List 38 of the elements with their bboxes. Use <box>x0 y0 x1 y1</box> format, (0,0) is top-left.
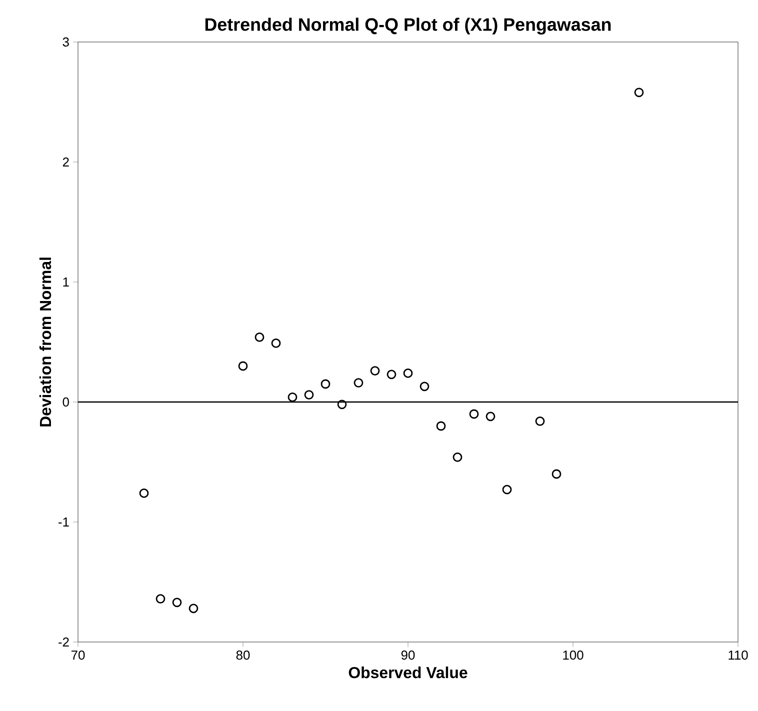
y-tick-label: 1 <box>63 278 69 286</box>
y-tick-label: 2 <box>62 157 69 167</box>
point <box>139 488 149 498</box>
x-axis-title: Observed Value <box>348 666 468 678</box>
y-tick-label: -1 <box>58 518 69 526</box>
x-tick-label: 80 <box>236 650 250 660</box>
point <box>535 416 545 426</box>
point <box>386 370 396 380</box>
point <box>172 598 182 608</box>
point <box>452 452 462 462</box>
y-tick-label: 3 <box>62 37 69 47</box>
point <box>469 409 479 419</box>
y-axis-title: Deviation from Normal <box>39 258 52 426</box>
x-tick-label: 100 <box>563 650 584 660</box>
point <box>403 368 413 378</box>
x-tick-label: 110 <box>728 650 748 660</box>
x-tick-label: 90 <box>401 650 415 660</box>
point <box>552 469 562 479</box>
point <box>271 338 281 348</box>
point <box>436 421 446 431</box>
point <box>354 378 364 388</box>
point <box>370 366 380 376</box>
y-tick-label: 0 <box>62 397 69 407</box>
point <box>254 332 264 342</box>
point <box>634 88 644 98</box>
point <box>304 390 314 400</box>
point <box>288 392 298 402</box>
y-tick-label: -2 <box>58 637 69 647</box>
point <box>502 484 512 494</box>
point <box>156 594 166 604</box>
chart-title: Detrended Normal Q-Q Plot of (X1) Pengawasan <box>205 18 611 34</box>
point <box>420 382 430 392</box>
point <box>337 400 347 410</box>
x-tick-label: 70 <box>71 650 85 660</box>
point <box>238 361 248 371</box>
point <box>486 412 496 422</box>
point <box>320 379 330 389</box>
point <box>188 604 198 614</box>
